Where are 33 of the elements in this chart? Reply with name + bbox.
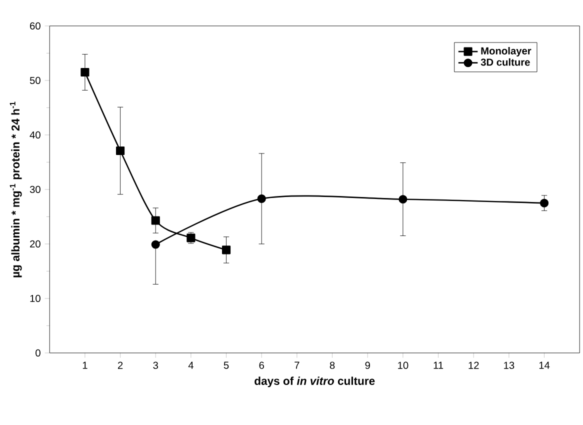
x-tick-label: 1 bbox=[82, 362, 88, 369]
y-tick-label: 30 bbox=[30, 186, 40, 193]
legend-label: 3D culture bbox=[480, 58, 530, 66]
x-axis-title: days of in vitro culture bbox=[254, 376, 375, 388]
x-tick-label: 9 bbox=[365, 362, 370, 369]
x-tick-label: 8 bbox=[330, 362, 335, 369]
y-tick-label: 60 bbox=[30, 22, 40, 30]
point bbox=[222, 246, 231, 254]
x-tick-label: 10 bbox=[398, 362, 408, 369]
point bbox=[116, 146, 125, 155]
x-tick-label: 6 bbox=[259, 362, 264, 369]
x-tick-label: 2 bbox=[118, 362, 123, 369]
legend-label: Monolayer bbox=[481, 46, 532, 56]
x-tick-label: 3 bbox=[153, 362, 158, 369]
y-axis-title: µg albumin * mg$^{-1}$ protein * 24 h$^{-1}$ bbox=[10, 102, 22, 278]
point bbox=[151, 216, 160, 225]
point bbox=[151, 240, 160, 249]
x-tick-label: 4 bbox=[188, 362, 194, 369]
x-tick-label: 12 bbox=[468, 362, 479, 369]
x-tick-label: 13 bbox=[504, 362, 514, 369]
x-tick-label: 5 bbox=[224, 362, 229, 369]
point bbox=[398, 194, 408, 204]
y-tick-label: 10 bbox=[30, 294, 40, 302]
y-tick-label: 50 bbox=[30, 76, 40, 84]
point bbox=[540, 198, 549, 208]
x-tick-label: 7 bbox=[294, 362, 300, 369]
y-tick-label: 40 bbox=[30, 131, 40, 138]
x-tick-label: 14 bbox=[539, 362, 550, 369]
point bbox=[257, 194, 266, 203]
y-tick-label: 20 bbox=[30, 240, 40, 248]
x-tick-label: 11 bbox=[434, 362, 444, 369]
point bbox=[80, 68, 90, 76]
y-tick-label: 0 bbox=[36, 349, 40, 356]
